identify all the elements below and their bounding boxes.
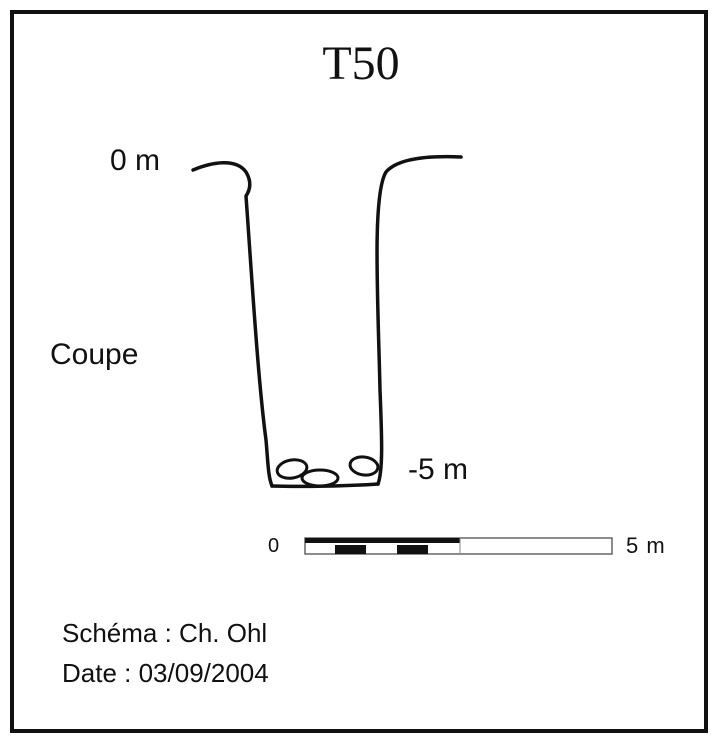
section-label: Coupe bbox=[50, 338, 139, 371]
diagram-frame bbox=[10, 10, 708, 733]
boulder bbox=[300, 468, 340, 488]
boulder bbox=[275, 458, 309, 480]
scale-end-label: 5 m bbox=[626, 533, 666, 558]
top-depth-label: 0 m bbox=[110, 144, 161, 177]
author-credit: Schéma : Ch. Ohl bbox=[62, 618, 268, 648]
boulder bbox=[348, 455, 380, 477]
bottom-boulders bbox=[275, 455, 380, 488]
survey-date: Date : 03/09/2004 bbox=[62, 658, 269, 688]
shaft-right-wall bbox=[375, 154, 463, 486]
scale-start-label: 0 bbox=[268, 535, 280, 557]
bottom-depth-label: -5 m bbox=[408, 453, 468, 486]
shaft-left-wall bbox=[191, 161, 274, 488]
scale-bar bbox=[304, 537, 613, 555]
shaft-title: T50 bbox=[322, 37, 400, 90]
